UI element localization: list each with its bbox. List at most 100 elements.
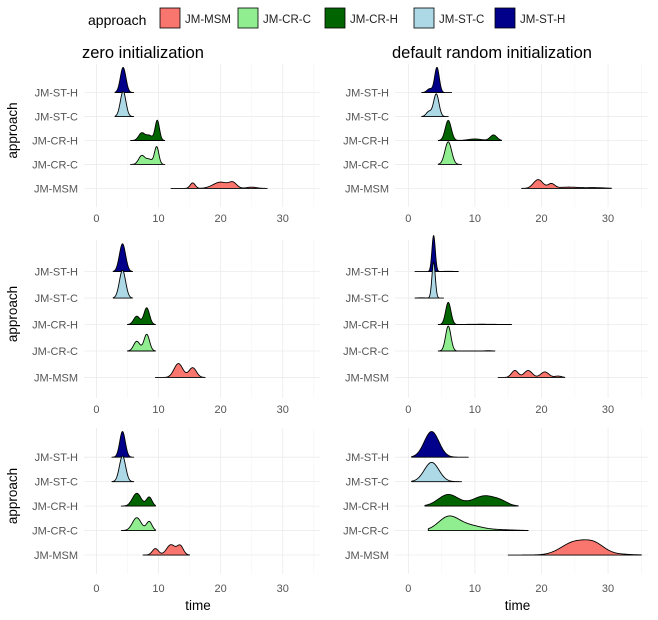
y-tick-label: JM-MSM [345, 550, 389, 562]
ridge-jm-cr-c-r3c2 [427, 515, 529, 532]
y-tick-label: JM-CR-C [32, 526, 78, 538]
ridge-jm-msm-r2c2 [497, 370, 566, 378]
y-tick-label: JM-ST-C [346, 477, 389, 489]
y-tick-label: JM-CR-H [343, 136, 389, 148]
x-tick-label: 30 [602, 404, 614, 416]
panel-r2-c1: JM-MSM JM-CR-C JM-CR-H JM-ST-C JM-ST-H 0 10 20 3… [5, 240, 320, 416]
ridge-jm-msm-r3c1 [142, 544, 191, 556]
ridge-jm-cr-h-r3c2 [424, 494, 519, 507]
ridge-jm-cr-h-r1c1 [130, 119, 166, 141]
y-tick-label: JM-CR-C [343, 526, 389, 538]
legend-swatch-jm-msm [159, 7, 181, 29]
legend-swatch-jm-cr-c [237, 7, 259, 29]
ridge-jm-st-h-r2c1 [112, 243, 133, 273]
y-tick-label: JM-MSM [345, 183, 389, 195]
ridge-jm-st-h-r3c1 [111, 431, 135, 458]
ridge-jm-cr-h-r2c2 [437, 301, 512, 325]
x-tick-label: 10 [152, 404, 164, 416]
ridge-jm-cr-h-r1c2 [437, 119, 502, 141]
panel-r1-c1: JM-MSM JM-CR-C JM-CR-H JM-ST-C JM-ST-H 0 10 20 3… [5, 64, 320, 225]
x-tick-label: 20 [535, 404, 547, 416]
y-tick-label: JM-CR-C [343, 159, 389, 171]
ridge-jm-st-c-r3c1 [111, 455, 135, 483]
x-axis-title: time [185, 598, 211, 613]
y-tick-label: JM-CR-H [32, 136, 78, 148]
y-tick-label: JM-ST-H [346, 88, 389, 100]
y-tick-label: JM-ST-H [35, 267, 78, 279]
y-tick-label: JM-MSM [345, 372, 389, 384]
y-tick-label: JM-ST-C [346, 112, 389, 124]
panel-r1-c2: JM-MSM JM-CR-C JM-CR-H JM-ST-C JM-ST-H 0 10 20 3… [343, 64, 648, 225]
x-tick-label: 10 [152, 583, 164, 595]
ridge-jm-st-c-r2c2 [414, 261, 445, 299]
ridge-jm-cr-c-r1c1 [130, 146, 166, 165]
ridge-jm-st-c-r1c2 [421, 93, 449, 117]
ridge-jm-msm-r2c1 [154, 363, 206, 378]
y-axis-title: approach [5, 102, 20, 158]
y-tick-label: JM-ST-H [35, 88, 78, 100]
x-axis-title: time [505, 598, 531, 613]
ridge-jm-st-h-r2c2 [414, 235, 459, 273]
x-tick-label: 30 [277, 213, 289, 225]
ridge-jm-msm-r1c1 [170, 181, 268, 189]
y-axis-title: approach [5, 286, 20, 342]
x-tick-label: 10 [152, 213, 164, 225]
legend-swatch-jm-st-h [494, 7, 516, 29]
legend: approach JM-MSM JM-CR-C JM-CR-H JM-ST-C JM-S… [88, 7, 565, 29]
y-tick-label: JM-ST-H [35, 452, 78, 464]
x-tick-label: 20 [535, 583, 547, 595]
legend-label-jm-st-h: JM-ST-H [520, 14, 565, 26]
y-tick-label: JM-ST-C [346, 293, 389, 305]
legend-label-jm-st-c: JM-ST-C [439, 14, 484, 26]
legend-title: approach [88, 12, 146, 28]
x-tick-label: 20 [215, 404, 227, 416]
x-tick-label: 20 [215, 213, 227, 225]
x-tick-label: 0 [93, 583, 99, 595]
x-tick-label: 30 [602, 213, 614, 225]
y-tick-label: JM-CR-C [343, 346, 389, 358]
x-tick-label: 0 [93, 213, 99, 225]
ridge-jm-st-c-r2c1 [112, 269, 133, 299]
y-tick-label: JM-MSM [34, 372, 78, 384]
y-tick-label: JM-CR-C [32, 346, 78, 358]
ridge-jm-st-h-r3c2 [411, 431, 469, 458]
panel-r3-c1: JM-MSM JM-CR-C JM-CR-H JM-ST-C JM-ST-H 0 10 20 3… [5, 428, 320, 613]
panel-title-left: zero initialization [82, 44, 204, 62]
y-tick-label: JM-CR-C [32, 159, 78, 171]
y-tick-label: JM-CR-H [32, 320, 78, 332]
x-tick-label: 10 [469, 213, 481, 225]
y-tick-label: JM-ST-H [346, 452, 389, 464]
x-tick-label: 30 [277, 404, 289, 416]
panel-r2-c2: JM-MSM JM-CR-C JM-CR-H JM-ST-C JM-ST-H 0 10 20 3… [343, 235, 648, 416]
y-tick-label: JM-ST-C [35, 477, 78, 489]
y-tick-label: JM-CR-H [343, 501, 389, 513]
ridge-jm-st-h-r1c1 [114, 67, 135, 94]
y-tick-label: JM-ST-C [35, 112, 78, 124]
panel-title-right: default random initialization [392, 44, 592, 62]
legend-swatch-jm-cr-h [324, 7, 346, 29]
legend-label-jm-msm: JM-MSM [185, 14, 231, 26]
x-tick-label: 30 [277, 583, 289, 595]
legend-label-jm-cr-c: JM-CR-C [263, 14, 311, 26]
x-tick-label: 0 [405, 583, 411, 595]
x-tick-label: 0 [93, 404, 99, 416]
ridge-jm-cr-c-r2c1 [127, 333, 156, 352]
y-axis-title: approach [5, 468, 20, 524]
ridge-jm-st-c-r3c2 [411, 461, 463, 483]
ridge-jm-cr-h-r3c1 [120, 492, 156, 507]
ridge-jm-cr-c-r3c1 [120, 517, 156, 532]
x-tick-label: 30 [602, 583, 614, 595]
ridge-jm-msm-r3c2 [507, 539, 642, 556]
ridge-jm-msm-r1c2 [521, 179, 612, 189]
y-tick-label: JM-ST-H [346, 267, 389, 279]
x-tick-label: 10 [469, 404, 481, 416]
x-tick-label: 20 [215, 583, 227, 595]
ridge-jm-st-c-r1c1 [114, 90, 135, 117]
y-tick-label: JM-ST-C [35, 293, 78, 305]
ridge-jm-cr-h-r2c1 [127, 307, 156, 325]
x-tick-label: 20 [535, 213, 547, 225]
panels: JM-MSM JM-CR-C JM-CR-H JM-ST-C JM-ST-H 0 10 20 3… [5, 64, 648, 613]
ridge-jm-st-h-r1c2 [421, 66, 453, 94]
y-tick-label: JM-CR-H [343, 320, 389, 332]
